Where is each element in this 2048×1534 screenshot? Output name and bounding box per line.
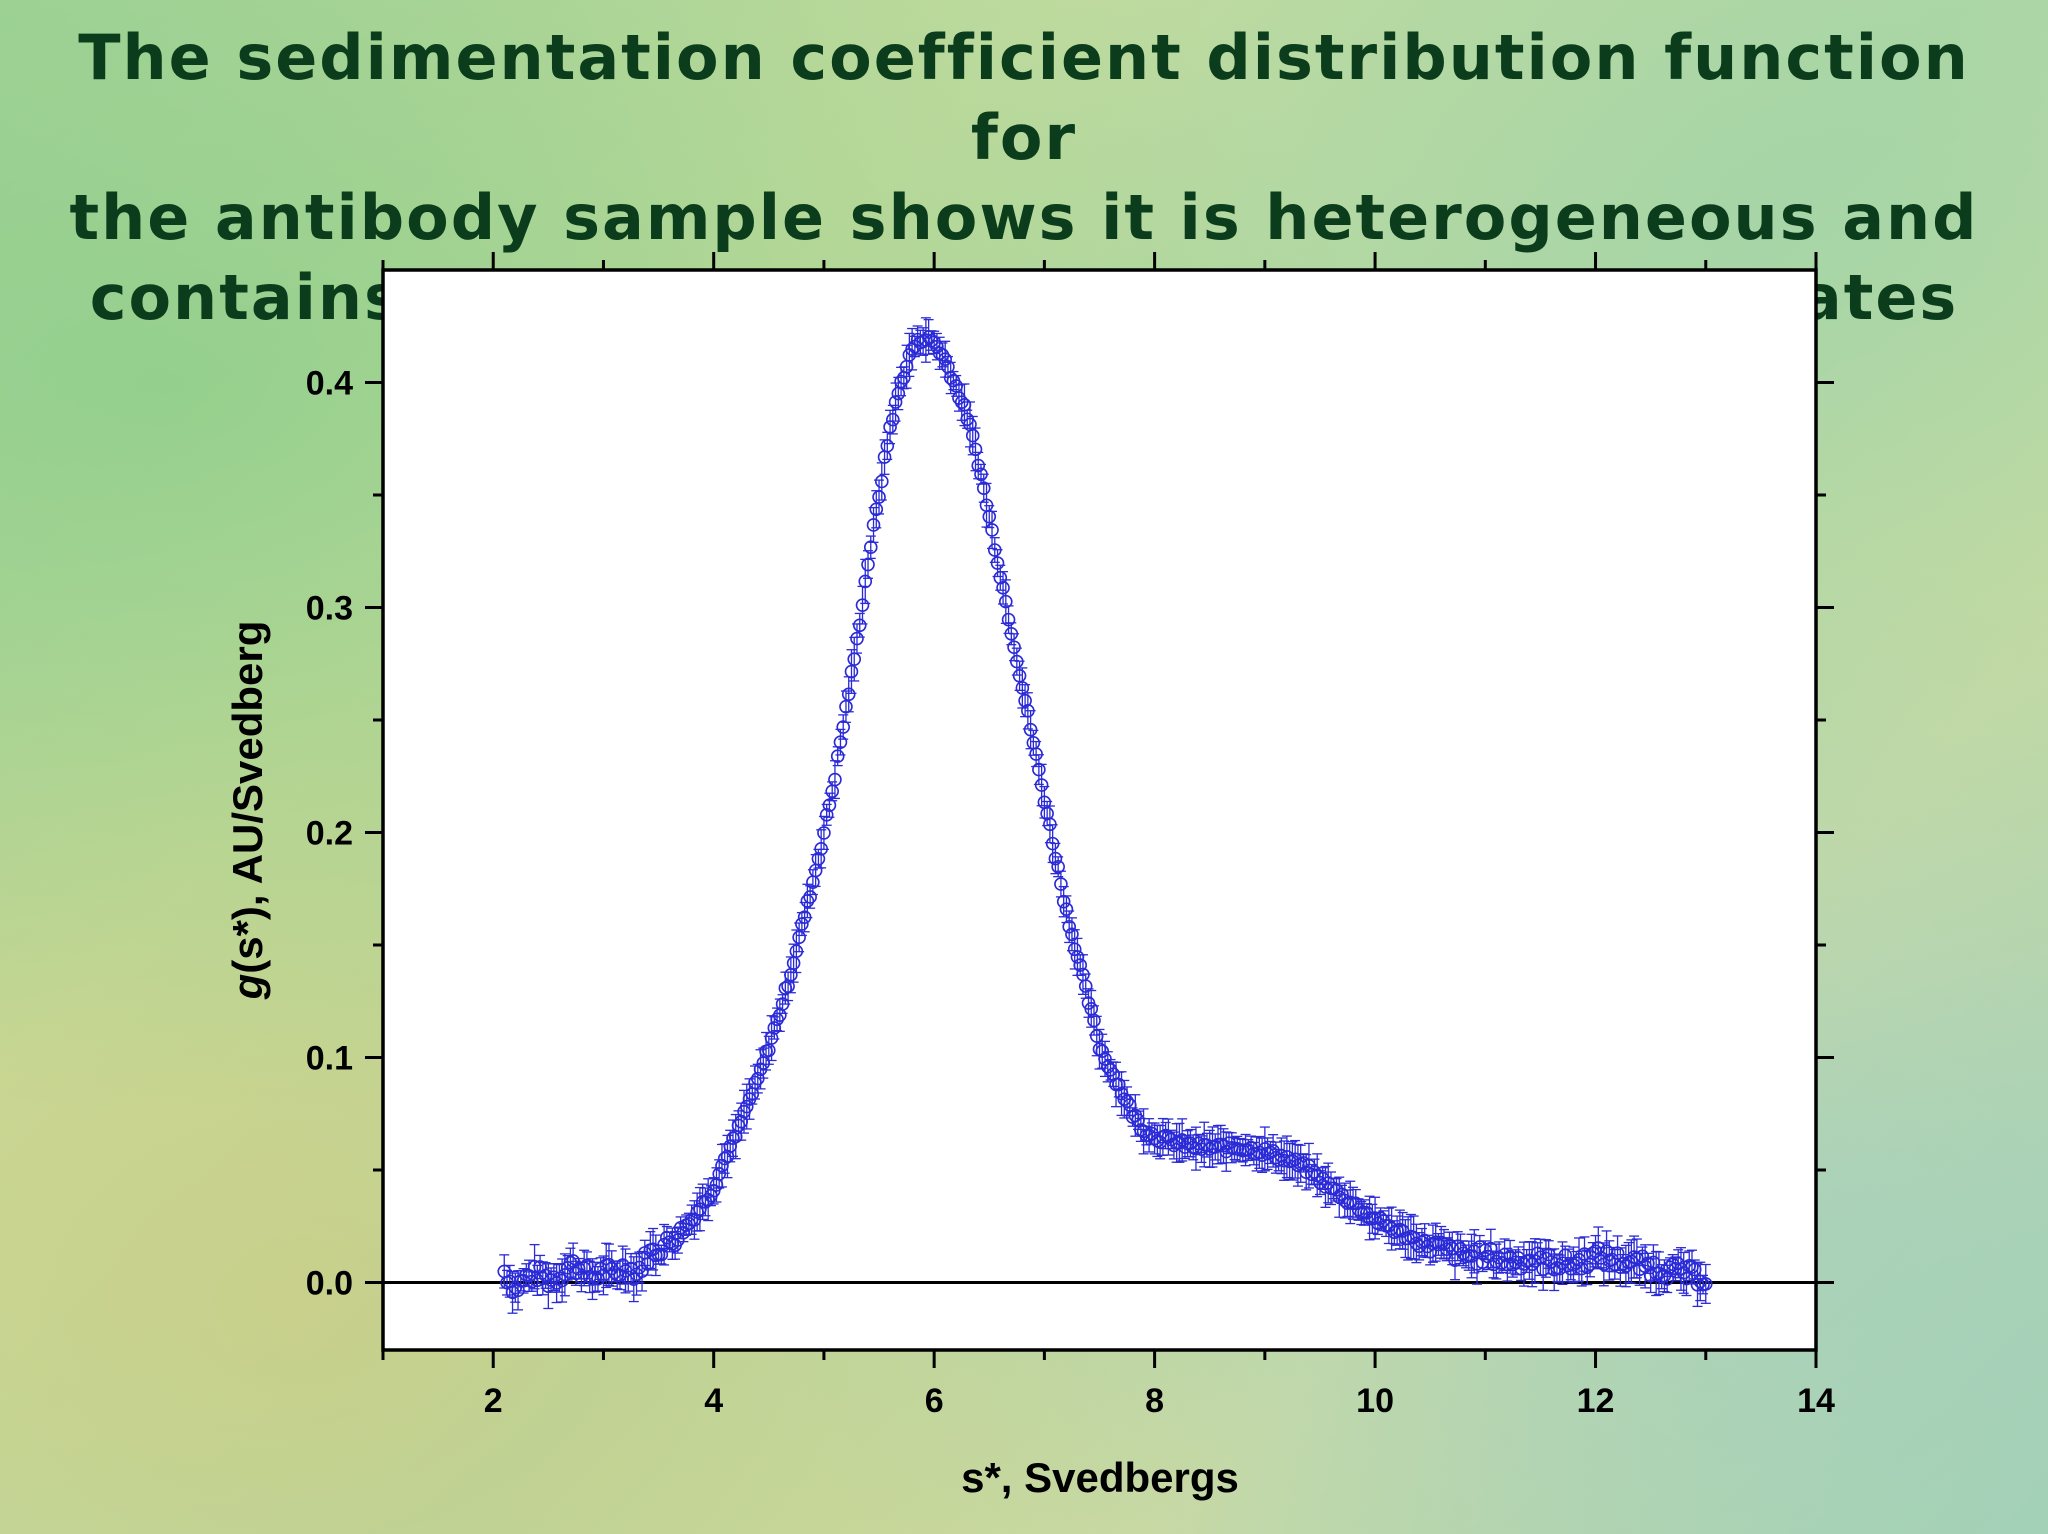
data-point [1059, 895, 1074, 924]
y-axis-ticks: 0.0 0.1 0.2 0.3 0.4 [306, 365, 1834, 1303]
y-axis-title-rest: (s*), AU/Svedberg [224, 621, 271, 974]
data-point [852, 612, 867, 638]
data-point [968, 427, 983, 472]
x-tick-label: 10 [1356, 1382, 1394, 1420]
y-tick-label: 0.2 [306, 815, 353, 853]
data-point [999, 579, 1013, 625]
data-point [836, 714, 851, 740]
title-line-2: the antibody sample shows it is heteroge… [69, 181, 1979, 254]
x-tick-label: 12 [1577, 1382, 1615, 1420]
data-point [800, 883, 815, 919]
data-point [1034, 763, 1049, 807]
plot-frame [381, 268, 1818, 1352]
data-series [497, 317, 1713, 1314]
data-point [976, 473, 991, 503]
x-tick-label: 4 [704, 1382, 723, 1420]
x-tick-label: 8 [1145, 1382, 1164, 1420]
title-line-1: The sedimentation coefficient distributi… [78, 21, 1970, 174]
data-point [839, 690, 853, 723]
y-axis-title: g(s*), AU/Svedberg [224, 621, 271, 1001]
y-tick-label: 0.1 [306, 1040, 353, 1078]
plot-area [383, 270, 1816, 1350]
data-point [1078, 973, 1093, 999]
x-tick-label: 14 [1797, 1382, 1835, 1420]
data-point [1062, 910, 1076, 944]
y-tick-label: 0.4 [306, 365, 353, 403]
x-tick-label: 2 [484, 1382, 503, 1420]
x-tick-label: 6 [925, 1382, 944, 1420]
data-point [844, 649, 859, 694]
data-point [1698, 1263, 1713, 1304]
x-axis-title: s*, Svedbergs [961, 1454, 1239, 1501]
data-point [1070, 937, 1085, 977]
y-axis-title-italic: g [224, 974, 271, 1001]
y-tick-label: 0.3 [306, 590, 353, 628]
data-point [792, 922, 806, 953]
data-point [1007, 633, 1021, 662]
y-tick-label: 0.0 [306, 1265, 353, 1303]
